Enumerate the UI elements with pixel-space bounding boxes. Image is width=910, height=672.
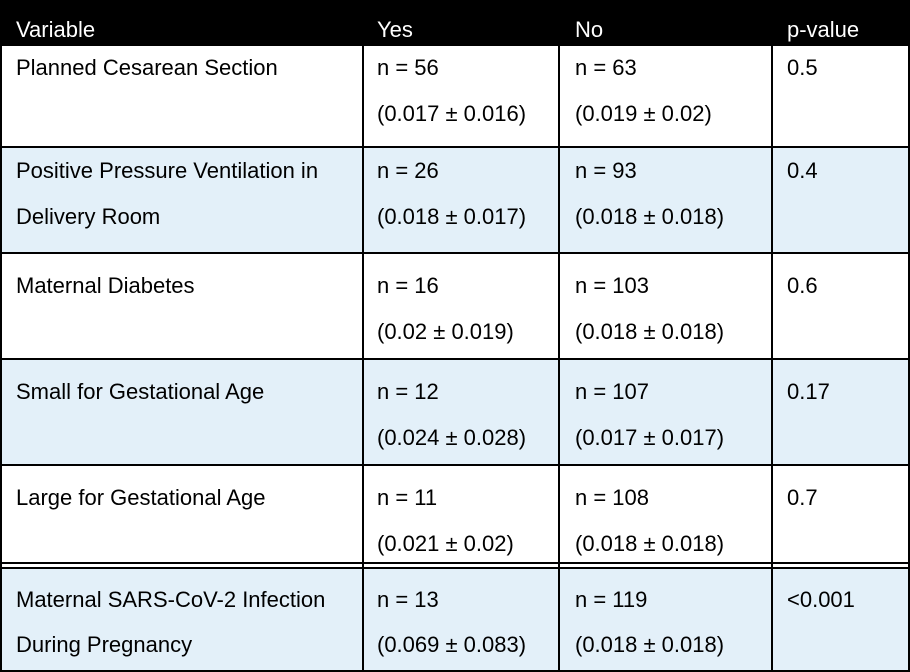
yes-count: n = 11 [377,485,438,510]
header-no: No [575,17,604,42]
p-value: 0.6 [787,273,818,298]
yes-count: n = 26 [377,158,439,183]
no-mean-sd: (0.019 ± 0.02) [575,101,712,126]
yes-mean-sd: (0.021 ± 0.02) [377,531,514,556]
yes-mean-sd: (0.018 ± 0.017) [377,204,527,229]
table-right-border [908,0,910,672]
table-row: Maternal SARS-CoV-2 Infection During Pre… [0,569,910,672]
p-value: 0.7 [787,485,818,510]
column-divider [771,46,773,672]
no-count: n = 108 [575,485,650,510]
no-mean-sd: (0.017 ± 0.017) [575,425,725,450]
table-row: Small for Gestational Age n = 12 (0.024 … [0,360,910,464]
no-mean-sd: (0.018 ± 0.018) [575,319,725,344]
row-divider [0,252,910,254]
header-variable: Variable [16,17,96,42]
double-divider-bottom [0,567,910,569]
row-divider [0,146,910,148]
no-mean-sd: (0.018 ± 0.018) [575,204,725,229]
variable-line-1: Large for Gestational Age [16,485,266,510]
column-divider [558,46,560,672]
no-count: n = 93 [575,158,637,183]
header-p-value: p-value [787,17,860,42]
table-left-border [0,0,2,672]
table-row: Positive Pressure Ventilation in Deliver… [0,148,910,252]
variable-line-1: Maternal Diabetes [16,273,195,298]
variable-line-2: Delivery Room [16,204,161,229]
yes-mean-sd: (0.069 ± 0.083) [377,632,527,657]
row-divider [0,358,910,360]
variable-line-1: Positive Pressure Ventilation in [16,158,319,183]
yes-count: n = 16 [377,273,439,298]
p-value: <0.001 [787,587,855,612]
variable-line-1: Planned Cesarean Section [16,55,278,80]
table-bottom-border [0,670,910,672]
table-row: Planned Cesarean Section n = 56 (0.017 ±… [0,46,910,146]
yes-mean-sd: (0.017 ± 0.016) [377,101,527,126]
row-divider [0,464,910,466]
yes-count: n = 56 [377,55,439,80]
table-row: Large for Gestational Age n = 11 (0.021 … [0,466,910,562]
table-header: Variable Yes No p-value [0,0,910,46]
yes-mean-sd: (0.024 ± 0.028) [377,425,527,450]
yes-count: n = 12 [377,379,439,404]
no-mean-sd: (0.018 ± 0.018) [575,632,725,657]
p-value: 0.5 [787,55,818,80]
yes-mean-sd: (0.02 ± 0.019) [377,319,514,344]
no-count: n = 63 [575,55,637,80]
p-value: 0.4 [787,158,818,183]
header-yes: Yes [377,17,413,42]
no-mean-sd: (0.018 ± 0.018) [575,531,725,556]
table-row: Maternal Diabetes n = 16 (0.02 ± 0.019) … [0,254,910,358]
no-count: n = 103 [575,273,650,298]
yes-count: n = 13 [377,587,439,612]
variable-line-2: During Pregnancy [16,632,193,657]
p-value: 0.17 [787,379,830,404]
variable-line-1: Small for Gestational Age [16,379,265,404]
no-count: n = 107 [575,379,650,404]
double-divider-top [0,562,910,564]
variable-line-1: Maternal SARS-CoV-2 Infection [16,587,326,612]
no-count: n = 119 [575,587,648,612]
column-divider [362,46,364,672]
